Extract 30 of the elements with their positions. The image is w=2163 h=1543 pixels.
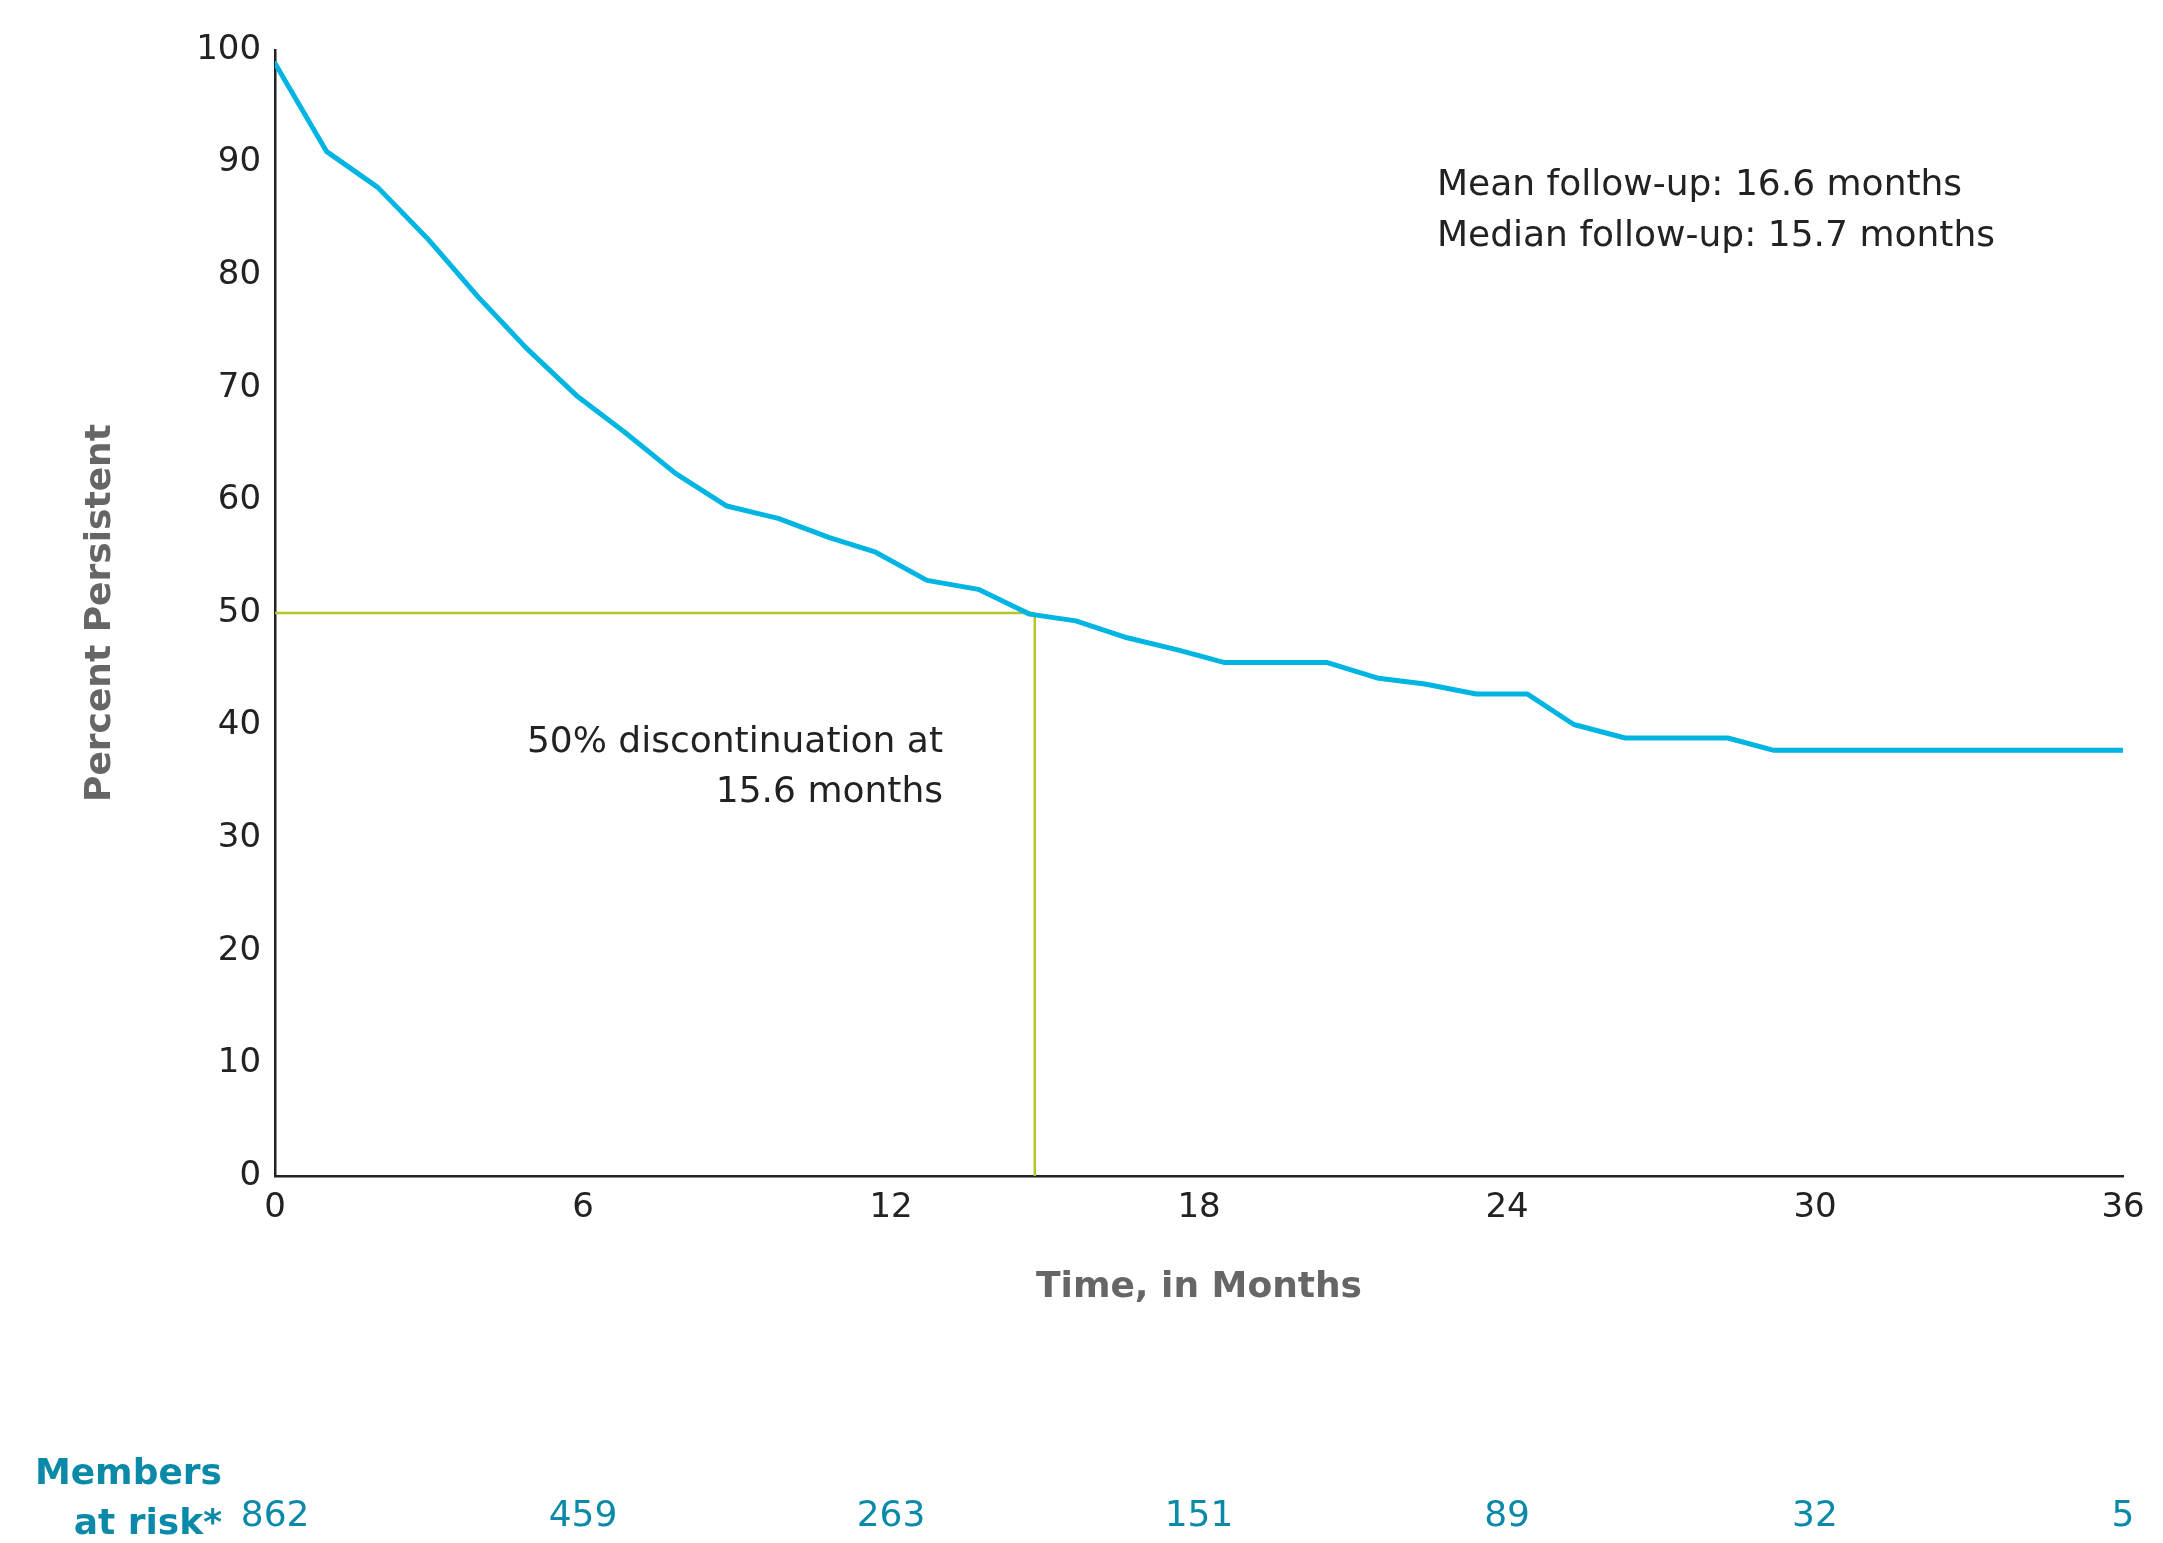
y-tick-label: 30 — [217, 815, 262, 856]
text: 5 — [2111, 1493, 2135, 1535]
y-tick-label: 20 — [217, 927, 262, 968]
text: 32 — [1792, 1493, 1838, 1535]
x-tick-label: 24 — [1485, 1185, 1529, 1226]
text: Members at risk* — [34, 1451, 223, 1543]
x-tick-label: 30 — [1793, 1185, 1837, 1226]
y-tick-label: 70 — [217, 364, 262, 405]
x-axis-title: Time, in Months — [1036, 1263, 1363, 1305]
y-tick-label: 90 — [217, 139, 262, 180]
annotation: Mean follow-up: 16.6 months — [1437, 162, 1963, 204]
y-tick-label: 100 — [196, 26, 262, 67]
annotation: Median follow-up: 15.7 months — [1437, 213, 1995, 255]
x-tick-label: 36 — [2101, 1185, 2145, 1226]
y-tick-label: 50 — [217, 589, 262, 630]
y-tick-label: 40 — [217, 702, 262, 743]
text: 263 — [856, 1493, 926, 1535]
annotation: 50% discontinuation at 15.6 months — [526, 719, 943, 811]
x-tick-label: 18 — [1177, 1185, 1221, 1226]
y-tick-label: 0 — [239, 1152, 262, 1193]
text: 151 — [1164, 1493, 1234, 1535]
y-tick-label: 10 — [217, 1040, 262, 1081]
x-tick-label: 12 — [869, 1185, 913, 1226]
text: 862 — [240, 1493, 310, 1535]
text: 89 — [1484, 1493, 1530, 1535]
y-tick-label: 80 — [217, 252, 262, 293]
y-axis-title: Percent Persistent — [76, 424, 118, 802]
x-tick-label: 6 — [572, 1185, 594, 1226]
text: 459 — [548, 1493, 618, 1535]
y-tick-label: 60 — [217, 477, 262, 518]
